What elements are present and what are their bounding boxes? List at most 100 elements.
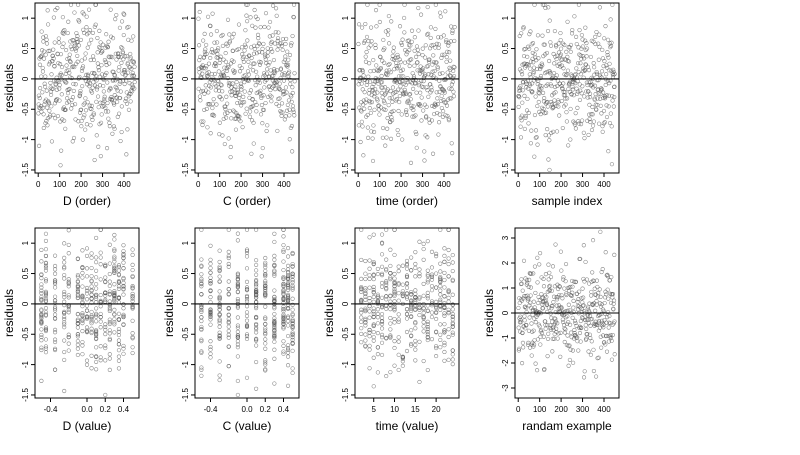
data-point [121, 260, 126, 265]
data-point [384, 135, 389, 140]
data-point [254, 386, 259, 391]
data-point [566, 302, 571, 307]
data-point [249, 151, 254, 156]
data-point [421, 316, 426, 321]
data-point [517, 33, 522, 39]
data-point [206, 90, 211, 95]
data-point [526, 121, 531, 126]
data-point [450, 292, 455, 297]
data-point [441, 33, 446, 38]
data-point [226, 136, 231, 141]
data-point [606, 149, 611, 154]
data-point [429, 337, 435, 342]
data-point [553, 316, 558, 321]
data-point [285, 275, 291, 280]
data-point [199, 292, 204, 297]
data-point [592, 72, 597, 77]
data-point [97, 28, 102, 33]
data-point [431, 53, 436, 58]
data-point [590, 238, 596, 243]
data-point [95, 50, 100, 55]
data-point [111, 124, 116, 129]
data-point [199, 263, 204, 268]
data-point [87, 41, 92, 46]
data-point [290, 296, 295, 301]
data-point [545, 309, 550, 314]
data-point [400, 137, 405, 142]
data-point [436, 35, 441, 40]
data-point [530, 41, 536, 46]
data-point [94, 296, 99, 301]
data-point [65, 91, 71, 96]
plot-frame [194, 2, 300, 174]
data-point [360, 124, 365, 129]
data-point [254, 336, 259, 341]
data-point [281, 274, 286, 280]
data-point [228, 81, 233, 86]
data-point [39, 259, 44, 264]
data-point [517, 67, 523, 72]
data-point [199, 281, 204, 286]
data-point [372, 129, 377, 135]
data-point [375, 90, 380, 95]
data-point [434, 60, 439, 65]
data-point [103, 293, 108, 298]
data-point [388, 89, 393, 94]
data-point [558, 37, 563, 43]
data-point [399, 42, 405, 47]
data-point [256, 36, 261, 41]
data-point [232, 69, 237, 74]
data-point [593, 308, 598, 313]
data-point [446, 227, 451, 232]
data-point [434, 305, 439, 311]
data-point [110, 55, 115, 60]
data-point [209, 71, 214, 77]
data-point [380, 85, 385, 90]
data-point [611, 67, 616, 72]
data-point [287, 137, 292, 142]
data-point [71, 135, 77, 140]
data-point [244, 227, 250, 232]
data-point [542, 96, 547, 101]
data-point [75, 342, 80, 347]
data-point [201, 55, 207, 60]
data-point [94, 294, 99, 299]
data-point [65, 96, 70, 101]
data-point [379, 352, 385, 358]
data-point [263, 328, 268, 333]
data-point [588, 323, 593, 328]
data-point [563, 102, 568, 107]
data-point [52, 294, 58, 299]
data-point [226, 287, 231, 292]
data-point [368, 43, 373, 48]
data-point [523, 304, 528, 309]
data-point [107, 356, 112, 361]
data-point [595, 96, 600, 101]
data-point [549, 306, 554, 311]
data-point [588, 352, 593, 357]
data-point [286, 74, 291, 79]
data-point [121, 266, 126, 271]
data-point [259, 93, 264, 98]
data-point [285, 294, 291, 299]
data-point [597, 287, 602, 292]
data-point [583, 259, 588, 265]
data-point [570, 290, 575, 295]
data-point [222, 65, 227, 70]
data-point [98, 355, 103, 360]
data-point [519, 69, 524, 74]
data-point [571, 93, 576, 98]
data-point [276, 103, 281, 109]
data-point [516, 348, 521, 353]
data-point [116, 263, 122, 268]
data-point [263, 316, 268, 322]
data-point [89, 279, 94, 284]
data-point [413, 338, 418, 344]
data-point [221, 70, 226, 75]
data-point [535, 142, 540, 147]
data-point [578, 318, 583, 324]
data-point [602, 59, 607, 64]
data-point [290, 311, 295, 317]
data-point [608, 300, 614, 306]
